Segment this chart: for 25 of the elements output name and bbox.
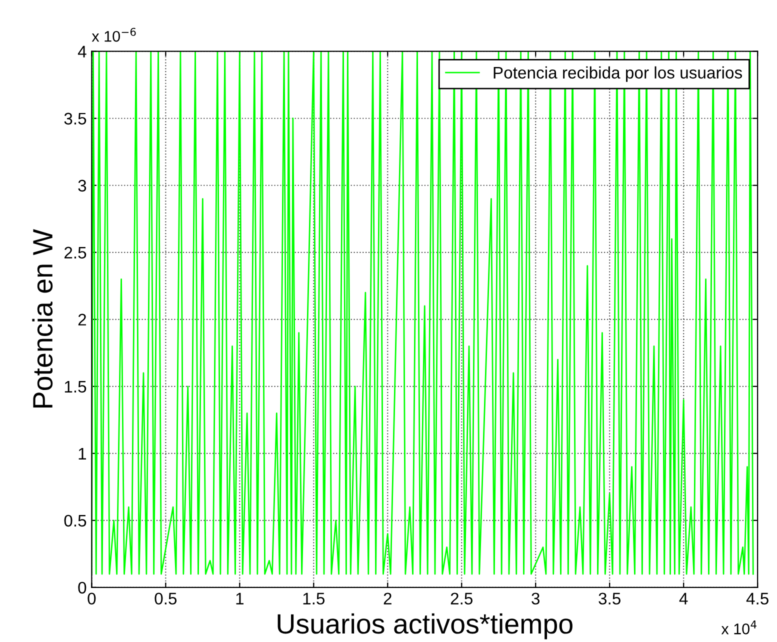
text: x 10$^{4}$ [721, 620, 756, 634]
x-tick-label: 2 [384, 592, 392, 604]
x-axis-title: Usuarios activos*tiempo [278, 613, 572, 640]
line-series [92, 51, 754, 575]
x-tick-label: 1 [236, 592, 244, 604]
y-tick-label: 2.5 [64, 246, 86, 259]
y-tick-label: 0.5 [64, 514, 86, 527]
y-tick-label: 1.5 [64, 380, 86, 393]
text: x 10$^{−6}$ [92, 28, 136, 42]
y-tick-label: 4 [78, 46, 86, 58]
y-axis-title: Potencia en W [32, 229, 53, 408]
x-tick-label: 4.5 [746, 592, 768, 605]
x-tick-label: 2.5 [450, 592, 473, 605]
y-tick-label: 0 [78, 582, 86, 594]
y-tick-label: 1 [78, 448, 86, 460]
y-tick-label: 3 [78, 180, 86, 192]
x-tick-label: 3.5 [598, 592, 620, 605]
x-tick-label: 0.5 [154, 592, 177, 605]
x-tick-label: 1.5 [303, 592, 325, 605]
x-tick-label: 0 [88, 592, 96, 605]
x-tick-label: 3 [532, 592, 540, 605]
y-tick-label: 2 [78, 314, 86, 326]
legend-label: Potencia recibida por los usuarios [494, 66, 742, 82]
y-tick-label: 3.5 [64, 112, 86, 125]
x-tick-label: 4 [679, 592, 688, 604]
